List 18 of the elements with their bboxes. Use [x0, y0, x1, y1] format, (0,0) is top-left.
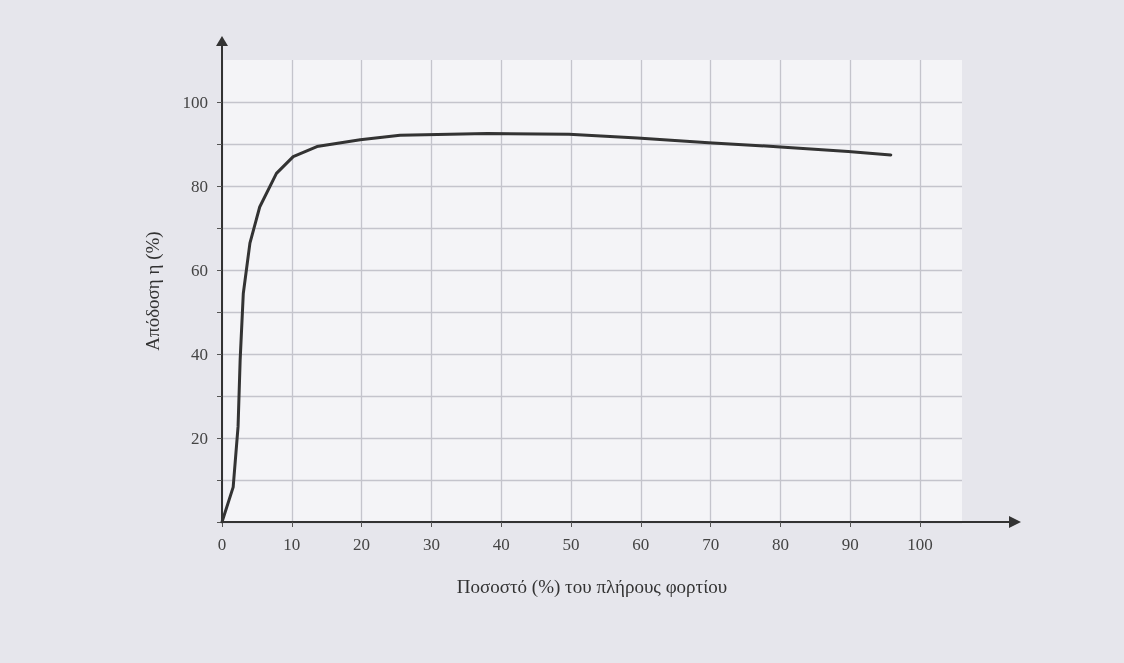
x-tick-label: 40 [492, 535, 510, 554]
y-axis-title: Απόδοση η (%) [142, 231, 164, 351]
x-tick-label: 30 [422, 535, 440, 554]
y-tick-label: 20 [191, 428, 208, 448]
x-tick-label: 80 [771, 535, 789, 554]
y-tick-label: 100 [182, 92, 208, 112]
x-tick-label: 70 [702, 535, 720, 554]
y-tick-label: 40 [191, 344, 208, 364]
x-tick-label: 50 [562, 535, 580, 554]
y-tick-label: 80 [191, 176, 208, 196]
x-tick-label: 20 [353, 535, 371, 554]
x-tick-label: 100 [907, 535, 933, 554]
x-tick-label: 90 [841, 535, 859, 554]
x-tick-label: 0 [217, 535, 227, 554]
x-tick-label: 10 [283, 535, 301, 554]
x-tick-label: 60 [632, 535, 650, 554]
y-tick-label: 60 [191, 260, 208, 280]
x-axis-title: Ποσοστό (%) του πλήρους φορτίου [456, 576, 728, 598]
